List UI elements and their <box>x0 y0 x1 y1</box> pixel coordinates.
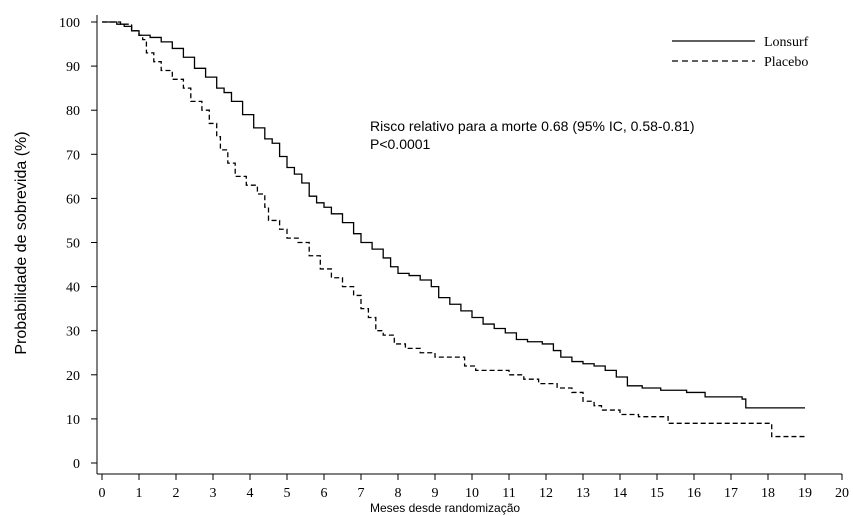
x-tick-label-13: 13 <box>576 486 590 501</box>
x-axis-label: Meses desde randomização <box>370 501 520 515</box>
x-tick-label-11: 11 <box>502 486 515 501</box>
x-tick-label-6: 6 <box>321 486 328 501</box>
x-tick-label-8: 8 <box>395 486 402 501</box>
legend: Lonsurf Placebo <box>672 35 809 70</box>
annotation-p-value: P<0.0001 <box>370 136 431 152</box>
annotation: Risco relativo para a morte 0.68 (95% IC… <box>370 118 695 152</box>
x-tick-label-2: 2 <box>173 486 180 501</box>
y-tick-label-80: 80 <box>66 104 80 119</box>
series-line-placebo <box>102 21 805 438</box>
y-tick-label-100: 100 <box>59 16 80 31</box>
x-tick-label-7: 7 <box>358 486 365 501</box>
x-tick-label-14: 14 <box>613 486 627 501</box>
y-tick-label-10: 10 <box>66 413 80 428</box>
x-tick-label-18: 18 <box>761 486 775 501</box>
annotation-hazard-ratio: Risco relativo para a morte 0.68 (95% IC… <box>370 118 695 134</box>
series-line-lonsurf <box>102 21 805 409</box>
y-tick-label-0: 0 <box>73 457 80 472</box>
y-tick-label-30: 30 <box>66 325 80 340</box>
x-tick-label-9: 9 <box>432 486 439 501</box>
series-group <box>102 21 805 438</box>
x-tick-label-4: 4 <box>247 486 254 501</box>
y-axis-label: Probabilidade de sobrevida (%) <box>13 131 30 354</box>
x-tick-label-17: 17 <box>724 486 738 501</box>
y-tick-label-70: 70 <box>66 148 80 163</box>
x-tick-label-12: 12 <box>539 486 553 501</box>
y-tick-label-40: 40 <box>66 281 80 296</box>
x-axis: 0 1 2 3 4 5 6 7 8 9 10 11 12 13 14 15 16 17 18 19 20 <box>97 473 849 501</box>
y-tick-label-20: 20 <box>66 369 80 384</box>
x-tick-label-0: 0 <box>99 486 106 501</box>
x-tick-label-1: 1 <box>136 486 143 501</box>
x-tick-label-19: 19 <box>798 486 812 501</box>
x-tick-label-20: 20 <box>835 486 849 501</box>
x-tick-label-15: 15 <box>650 486 664 501</box>
y-tick-label-90: 90 <box>66 60 80 75</box>
x-tick-label-16: 16 <box>687 486 701 501</box>
y-tick-label-60: 60 <box>66 192 80 207</box>
y-tick-label-50: 50 <box>66 237 80 252</box>
x-tick-label-3: 3 <box>210 486 217 501</box>
legend-lonsurf-label: Lonsurf <box>764 35 809 50</box>
legend-placebo-label: Placebo <box>764 55 808 70</box>
x-tick-label-10: 10 <box>465 486 479 501</box>
x-tick-label-5: 5 <box>284 486 291 501</box>
y-axis: 0 10 20 30 40 50 60 70 80 90 100 <box>59 15 98 474</box>
